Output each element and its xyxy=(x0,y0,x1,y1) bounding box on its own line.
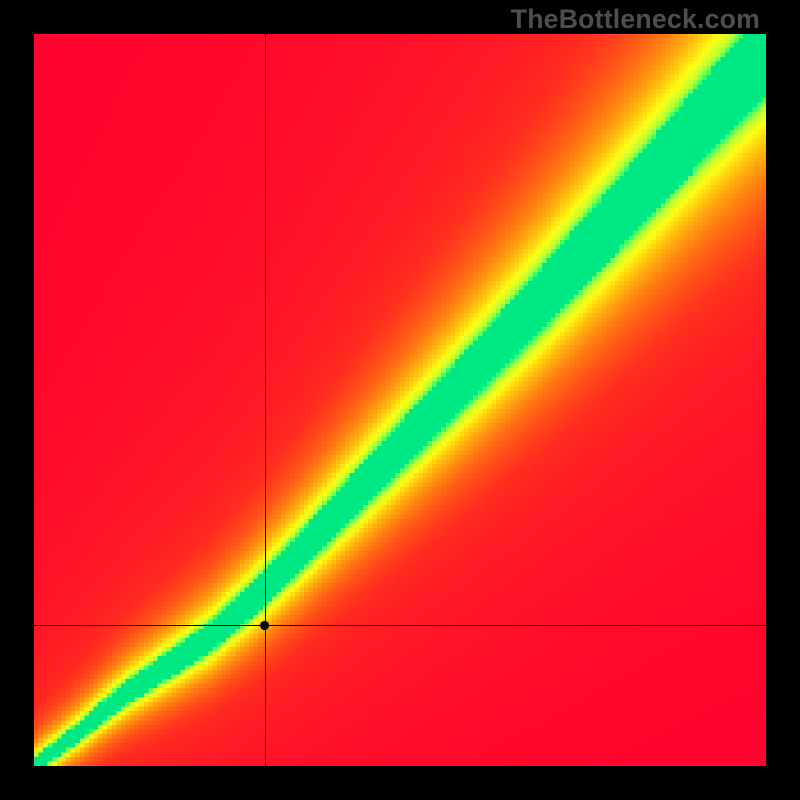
crosshair-overlay xyxy=(34,34,766,766)
watermark-text: TheBottleneck.com xyxy=(511,4,760,35)
chart-container: TheBottleneck.com xyxy=(0,0,800,800)
